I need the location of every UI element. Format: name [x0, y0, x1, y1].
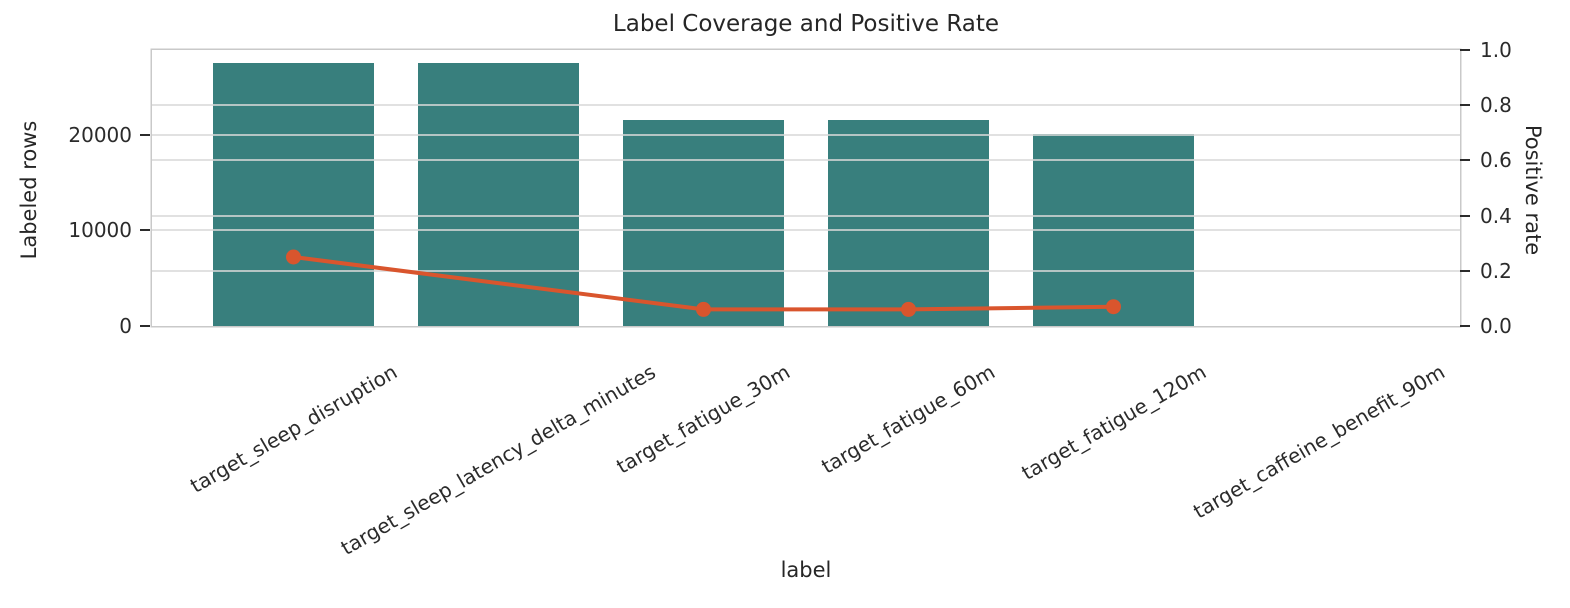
- tick-mark: [140, 229, 150, 232]
- line-marker: [696, 301, 711, 317]
- bar-target_sleep_disruption: [212, 63, 374, 326]
- bar-target_fatigue_30m: [622, 120, 784, 326]
- left-ytick-label: 20000: [68, 122, 132, 147]
- xtick-label-target_caffeine_benefit_90m: target_caffeine_benefit_90m: [1188, 359, 1449, 524]
- tick-mark: [1460, 269, 1470, 272]
- line-marker: [901, 301, 916, 317]
- right-ytick-label: 0.0: [1480, 314, 1512, 338]
- grid-line: [152, 159, 1460, 162]
- line-marker: [1106, 299, 1121, 315]
- right-y-axis-label: Positive rate: [1521, 124, 1545, 256]
- line-path: [293, 255, 1114, 312]
- xtick-label-target_fatigue_120m: target_fatigue_120m: [1017, 359, 1210, 485]
- chart-title: Label Coverage and Positive Rate: [612, 11, 1000, 37]
- right-ytick-label: 1.0: [1480, 38, 1512, 62]
- grid-line: [152, 269, 1460, 272]
- grid-line: [152, 104, 1460, 107]
- tick-mark: [1460, 214, 1470, 217]
- xtick-label-target_fatigue_60m: target_fatigue_60m: [817, 359, 1000, 479]
- grid-line: [152, 214, 1460, 217]
- right-ytick-label: 0.6: [1480, 148, 1512, 173]
- line-marker: [286, 249, 301, 265]
- tick-mark: [140, 325, 150, 327]
- left-ytick-label: 0: [119, 314, 132, 338]
- tick-mark: [1460, 49, 1470, 51]
- x-axis-label: label: [780, 558, 832, 582]
- tick-mark: [1460, 325, 1470, 327]
- left-y-axis-label: Labeled rows: [17, 120, 41, 260]
- grid-line: [152, 229, 1460, 232]
- right-ytick-label: 0.4: [1480, 203, 1512, 228]
- left-ytick-label: 10000: [68, 218, 132, 243]
- tick-mark: [140, 133, 150, 136]
- right-ytick-label: 0.2: [1480, 258, 1512, 283]
- xtick-label-target_sleep_disruption: target_sleep_disruption: [185, 359, 402, 498]
- tick-mark: [1460, 104, 1470, 107]
- right-ytick-label: 0.8: [1480, 93, 1512, 118]
- bar-target_fatigue_60m: [828, 120, 989, 326]
- grid-line: [152, 133, 1460, 136]
- plot-area: [152, 50, 1460, 326]
- positive-rate-line: [286, 249, 1121, 317]
- tick-mark: [1460, 159, 1470, 162]
